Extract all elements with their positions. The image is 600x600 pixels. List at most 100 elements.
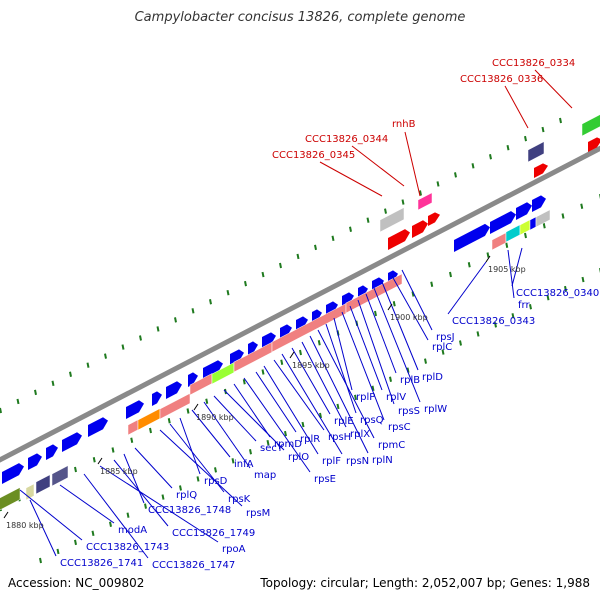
navy-gene-body [527,141,545,163]
scale-label: 1890 kbp [196,413,234,422]
tick-mark [392,301,396,307]
bottom-gene-label: modA [118,525,147,536]
tick-mark [542,223,546,229]
bottom-label-leader [243,377,311,473]
bottom-gene-label: rplP [356,392,375,403]
tick-mark [0,407,2,414]
bottom-gene-label: rplX [350,429,370,440]
tick-mark [371,385,375,392]
bottom-gene-label: rplC [432,342,452,353]
bottom-label-leader [325,323,357,414]
bottom-label-leader [213,395,257,442]
tick-mark [476,331,480,337]
gray-gene [379,207,405,233]
tick-mark [226,289,230,296]
blue-gene-arrow-body [152,391,162,406]
bottom-label-leader [447,261,487,315]
top-label-leader [404,131,421,197]
tick-mark [486,252,490,258]
tick-mark [559,117,562,124]
tick-mark [424,358,427,364]
tick-mark [261,271,265,278]
tick-mark [167,418,171,424]
tick-mark [149,427,152,434]
tick-mark [384,208,387,214]
bottom-label-leader [263,365,319,455]
blue-gene-arrow-body [262,332,276,349]
blue-gene-arrow-body [248,341,258,356]
bottom-gene-label: rplF [322,456,341,467]
salmon-gene-body [159,393,191,420]
top-label-leader [319,161,383,197]
bottom-label-leader [341,311,385,421]
bottom-gene-label: rplQ [176,490,197,501]
blue-gene-arrow [88,417,108,437]
tick-mark [174,317,177,323]
tick-mark [266,439,270,446]
gray-gene [535,209,551,228]
tick-mark [349,226,352,232]
bottom-gene-label: rpsK [228,494,251,505]
bottom-gene-label: CCC13826_1748 [148,505,231,516]
blue-gene-arrow [2,463,24,484]
tick-mark [244,280,247,287]
gene-labels: rnhB CCC13826_0344 CCC13826_0345 CCC13826_0… [60,58,599,571]
bottom-gene-label: rpsE [314,474,336,485]
bottom-label-leader [255,371,297,433]
tick-mark [419,190,422,196]
tick-mark [354,394,357,401]
bottom-gene-label: frr [518,300,530,311]
blue-gene-arrow-body [230,349,244,366]
blue-gene-arrow [152,391,162,406]
bottom-label-leader [99,465,219,543]
tick-mark [529,304,532,310]
map-title: Campylobacter concisus 13826, complete g… [134,10,466,25]
blue-gene-arrow-body [203,360,223,380]
bottom-gene-label: rpoA [222,544,246,555]
tick-mark [505,242,509,248]
tick-mark [126,512,130,518]
tick-mark [86,362,90,368]
tick-mark [280,359,284,365]
bottom-label-leader [29,499,57,557]
blue-gene-arrow [62,432,82,452]
salmon-gene-body [127,419,139,436]
bottom-gene-label: rplW [424,404,447,415]
red-gene-arrow-body [534,163,548,178]
top-gene-label: CCC13826_0334 [492,58,575,69]
gene-features [0,113,600,513]
tick-mark [541,126,545,133]
tick-mark [467,262,471,268]
gray-gene-body [379,207,405,233]
tick-mark [209,299,212,305]
tick-mark [186,408,190,414]
bottom-label-leader [373,287,421,403]
blue-gene-arrow [516,202,532,220]
blue-gene-arrow [454,223,490,252]
tick-mark [214,467,217,473]
bottom-gene-label: CCC13826_0340 [516,288,599,299]
tick-mark [16,398,20,405]
bottom-label-leader [349,305,383,391]
bottom-gene-label: rpsC [388,422,411,433]
tick-mark [506,144,510,151]
tick-mark [205,398,209,404]
scale-labels: 1880 kbp 1885 kbp 1890 kbp 1895 kbp 1900 kbp… [3,255,526,530]
orange-gene-body [137,408,161,431]
bottom-label-leader [365,293,397,374]
tick-mark [92,457,96,463]
bottom-gene-label: rplO [288,452,309,463]
bottom-label-leader [191,409,231,458]
bottom-gene-label: CCC13826_0343 [452,316,535,327]
bottom-gene-label: rplR [300,434,320,445]
blue-gene-arrow [248,341,258,356]
blue-gene-arrow-body [28,453,42,470]
salmon-gene [127,419,139,436]
scale-tick [97,457,103,465]
bottom-gene-label: CCC13826_1741 [60,558,143,569]
tick-mark [454,172,457,178]
tick-mark [401,199,405,205]
bottom-label-leader [59,484,115,524]
bottom-label-leader [203,401,251,469]
